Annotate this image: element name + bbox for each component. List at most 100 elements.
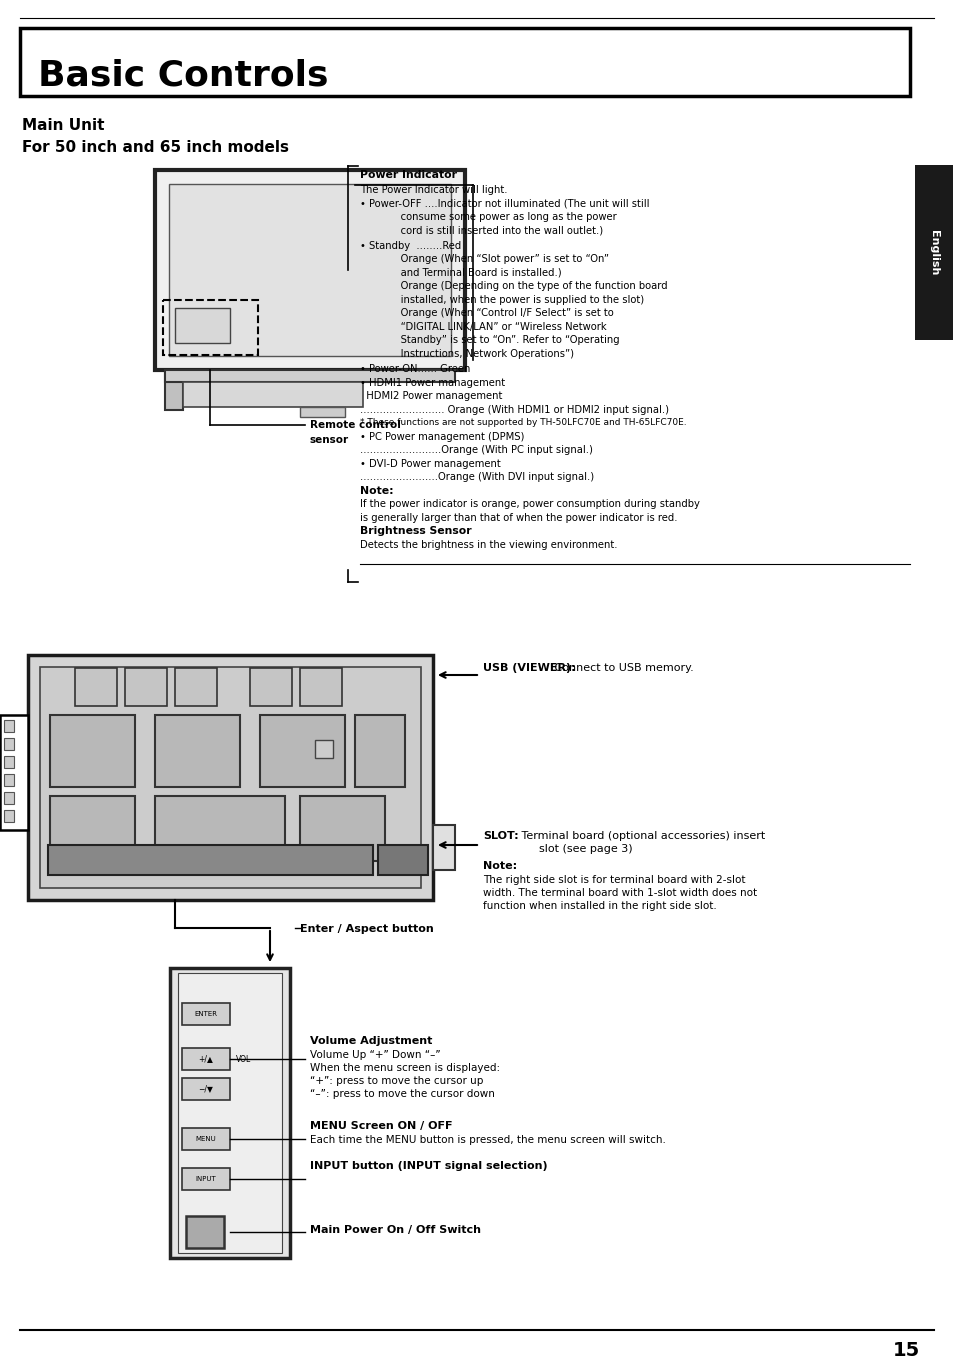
- Text: Each time the MENU button is pressed, the menu screen will switch.: Each time the MENU button is pressed, th…: [310, 1136, 665, 1145]
- Text: ENTER: ENTER: [194, 1011, 217, 1017]
- Text: The right side slot is for terminal board with 2-slot: The right side slot is for terminal boar…: [482, 875, 744, 885]
- Bar: [299, 407, 345, 416]
- Bar: [125, 667, 167, 706]
- Text: Enter / Aspect button: Enter / Aspect button: [299, 924, 434, 934]
- Bar: [182, 1168, 230, 1190]
- Bar: [165, 370, 455, 382]
- Text: • DVI-D Power management: • DVI-D Power management: [359, 459, 500, 468]
- Bar: [174, 667, 216, 706]
- Text: is generally larger than that of when the power indicator is red.: is generally larger than that of when th…: [359, 512, 677, 523]
- Bar: [183, 382, 363, 407]
- Text: • Standby  ........Red: • Standby ........Red: [359, 240, 460, 251]
- Bar: [4, 774, 14, 786]
- Text: Orange (When “Slot power” is set to “On”: Orange (When “Slot power” is set to “On”: [359, 254, 608, 263]
- Bar: [4, 809, 14, 822]
- Text: “+”: press to move the cursor up: “+”: press to move the cursor up: [310, 1076, 483, 1087]
- Bar: [170, 968, 290, 1259]
- Text: +/▲: +/▲: [198, 1055, 213, 1063]
- Text: function when installed in the right side slot.: function when installed in the right sid…: [482, 901, 716, 910]
- Text: Note:: Note:: [359, 486, 394, 495]
- Bar: [169, 184, 451, 356]
- Bar: [299, 796, 385, 861]
- Text: • HDMI1 Power management: • HDMI1 Power management: [359, 378, 504, 388]
- Bar: [260, 715, 345, 788]
- Text: The Power Indicator will light.: The Power Indicator will light.: [359, 184, 507, 194]
- Bar: [914, 165, 953, 340]
- Text: Brightness Sensor: Brightness Sensor: [359, 526, 471, 536]
- Text: Standby” is set to “On”. Refer to “Operating: Standby” is set to “On”. Refer to “Opera…: [359, 334, 619, 345]
- Bar: [355, 715, 405, 788]
- Text: Main Unit: Main Unit: [22, 117, 105, 132]
- Text: Terminal board (optional accessories) insert: Terminal board (optional accessories) in…: [517, 831, 764, 841]
- Bar: [165, 370, 183, 410]
- Text: Instructions, Network Operations”): Instructions, Network Operations”): [359, 348, 574, 359]
- Text: If the power indicator is orange, power consumption during standby: If the power indicator is orange, power …: [359, 500, 700, 509]
- Bar: [50, 715, 135, 788]
- Text: Remote control: Remote control: [310, 420, 400, 430]
- Text: Detects the brightness in the viewing environment.: Detects the brightness in the viewing en…: [359, 539, 617, 550]
- Text: “DIGITAL LINK/LAN” or “Wireless Network: “DIGITAL LINK/LAN” or “Wireless Network: [359, 322, 606, 332]
- Text: Connect to USB memory.: Connect to USB memory.: [551, 663, 693, 673]
- Text: English: English: [928, 229, 938, 276]
- Text: * These functions are not supported by TH-50LFC70E and TH-65LFC70E.: * These functions are not supported by T…: [359, 418, 686, 427]
- Text: sensor: sensor: [310, 435, 349, 445]
- Bar: [174, 308, 230, 343]
- Text: Volume Up “+” Down “–”: Volume Up “+” Down “–”: [310, 1050, 440, 1061]
- Bar: [182, 1127, 230, 1149]
- Text: Orange (Depending on the type of the function board: Orange (Depending on the type of the fun…: [359, 281, 667, 291]
- Text: INPUT button (INPUT signal selection): INPUT button (INPUT signal selection): [310, 1162, 547, 1171]
- Text: and Terminal Board is installed.): and Terminal Board is installed.): [359, 268, 561, 277]
- Bar: [154, 171, 464, 370]
- Text: • Power-OFF ....Indicator not illuminated (The unit will still: • Power-OFF ....Indicator not illuminate…: [359, 198, 649, 207]
- Bar: [4, 719, 14, 732]
- Text: MENU: MENU: [195, 1136, 216, 1143]
- Bar: [314, 740, 333, 758]
- Text: VOL: VOL: [235, 1055, 251, 1063]
- Text: INPUT: INPUT: [195, 1177, 216, 1182]
- Text: .........................Orange (With PC input signal.): .........................Orange (With PC…: [359, 445, 592, 455]
- Text: width. The terminal board with 1-slot width does not: width. The terminal board with 1-slot wi…: [482, 889, 757, 898]
- Text: • Power-ON...... Green: • Power-ON...... Green: [359, 364, 470, 374]
- Text: Volume Adjustment: Volume Adjustment: [310, 1036, 432, 1046]
- Bar: [48, 845, 373, 875]
- Text: For 50 inch and 65 inch models: For 50 inch and 65 inch models: [22, 141, 289, 156]
- Bar: [186, 1216, 224, 1248]
- Text: 15: 15: [892, 1340, 919, 1360]
- Text: Power Indicator: Power Indicator: [359, 171, 456, 180]
- Text: Note:: Note:: [482, 861, 517, 871]
- Bar: [4, 756, 14, 768]
- Bar: [154, 715, 240, 788]
- Bar: [4, 792, 14, 804]
- Text: • PC Power management (DPMS): • PC Power management (DPMS): [359, 431, 524, 441]
- Bar: [40, 667, 420, 889]
- Bar: [182, 1078, 230, 1100]
- Text: slot (see page 3): slot (see page 3): [517, 844, 632, 854]
- Text: installed, when the power is supplied to the slot): installed, when the power is supplied to…: [359, 295, 643, 304]
- Bar: [178, 973, 282, 1253]
- Text: .......................... Orange (With HDMI1 or HDMI2 input signal.): .......................... Orange (With …: [359, 404, 668, 415]
- Text: Orange (When “Control I/F Select” is set to: Orange (When “Control I/F Select” is set…: [359, 308, 613, 318]
- Text: Basic Controls: Basic Controls: [38, 57, 328, 91]
- Text: ........................Orange (With DVI input signal.): ........................Orange (With DVI…: [359, 472, 594, 482]
- Text: SLOT:: SLOT:: [482, 831, 518, 841]
- Bar: [182, 1003, 230, 1025]
- Bar: [0, 715, 28, 830]
- Text: USB (VIEWER):: USB (VIEWER):: [482, 663, 575, 673]
- Text: consume some power as long as the power: consume some power as long as the power: [359, 212, 616, 221]
- Text: HDMI2 Power management: HDMI2 Power management: [359, 390, 502, 401]
- Text: cord is still inserted into the wall outlet.): cord is still inserted into the wall out…: [359, 225, 602, 235]
- Text: When the menu screen is displayed:: When the menu screen is displayed:: [310, 1063, 499, 1073]
- Bar: [299, 667, 341, 706]
- Bar: [28, 655, 433, 900]
- Bar: [182, 1048, 230, 1070]
- Bar: [163, 300, 257, 355]
- Bar: [433, 824, 455, 870]
- Bar: [75, 667, 117, 706]
- Bar: [4, 738, 14, 749]
- Text: MENU Screen ON / OFF: MENU Screen ON / OFF: [310, 1121, 452, 1132]
- Bar: [50, 796, 135, 861]
- Bar: [20, 29, 909, 96]
- Text: “–”: press to move the cursor down: “–”: press to move the cursor down: [310, 1089, 495, 1099]
- Bar: [250, 667, 292, 706]
- Text: Main Power On / Off Switch: Main Power On / Off Switch: [310, 1224, 480, 1235]
